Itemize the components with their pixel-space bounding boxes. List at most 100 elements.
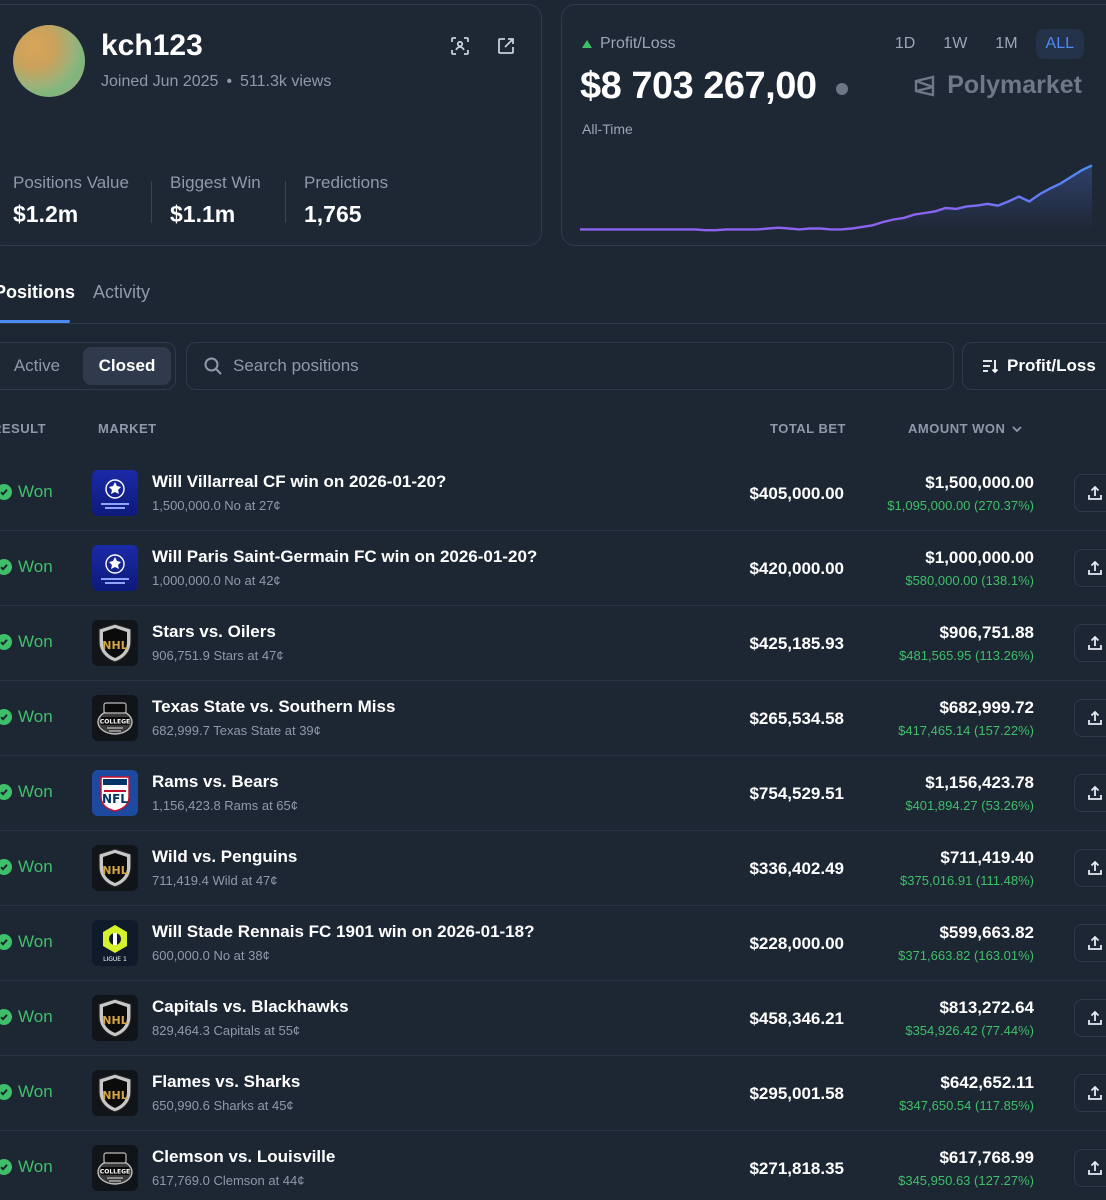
search-box (186, 342, 954, 390)
share-icon (1088, 860, 1102, 875)
svg-text:NHL: NHL (102, 864, 127, 877)
table-row[interactable]: Won NHL Stars vs. Oilers 906,751.9 Stars at… (0, 606, 1106, 681)
search-input[interactable] (233, 356, 933, 376)
amount-won: $617,768.99 (939, 1148, 1034, 1167)
amount-won: $1,156,423.78 (925, 773, 1034, 792)
share-button[interactable] (1074, 849, 1106, 887)
amount-won: $1,500,000.00 (925, 473, 1034, 492)
total-bet: $265,534.58 (749, 709, 844, 728)
svg-text:NHL: NHL (102, 639, 127, 652)
market-title[interactable]: Texas State vs. Southern Miss (152, 697, 396, 716)
table-row[interactable]: Won Will Paris Saint-Germain FC win on 20… (0, 531, 1106, 606)
filter-active-button[interactable]: Active (13, 356, 61, 375)
filter-closed-button[interactable]: Closed (83, 347, 171, 385)
table-row[interactable]: Won LIGUE 1 Will Stade Rennais FC 1901 win… (0, 906, 1106, 981)
share-button[interactable] (1074, 699, 1106, 737)
result-label: Won (18, 1157, 53, 1176)
check-circle-icon (0, 634, 12, 650)
nhl-logo-icon: NHL (92, 845, 138, 891)
market-subtitle: 617,769.0 Clemson at 44¢ (152, 1173, 305, 1188)
polymarket-logo-icon (915, 74, 935, 97)
share-icon (1088, 485, 1102, 500)
market-title[interactable]: Will Villarreal CF win on 2026-01-20? (152, 472, 447, 491)
profit-amount: $580,000.00 (138.1%) (905, 573, 1034, 588)
header-amount-won[interactable]: AMOUNT WON (908, 421, 1023, 436)
header-market[interactable]: MARKET (98, 421, 157, 436)
header-total-bet[interactable]: TOTAL BET (770, 421, 846, 436)
stat-divider (285, 181, 286, 223)
views-count: 511.3k views (240, 73, 332, 90)
share-button[interactable] (1074, 1149, 1106, 1187)
result-label: Won (18, 557, 53, 576)
result-label: Won (18, 932, 53, 951)
share-button[interactable] (1074, 1074, 1106, 1112)
market-title[interactable]: Flames vs. Sharks (152, 1072, 301, 1091)
nhl-logo-icon: NHL (92, 1070, 138, 1116)
result-label: Won (18, 1082, 53, 1101)
stat-divider (151, 181, 152, 223)
market-title[interactable]: Will Stade Rennais FC 1901 win on 2026-0… (152, 922, 535, 941)
up-triangle-icon (582, 40, 592, 48)
avatar[interactable] (13, 25, 85, 97)
tab-positions[interactable]: Positions (0, 282, 76, 302)
stat-biggest-win: Biggest Win $1.1m (170, 173, 261, 228)
range-1w[interactable]: 1W (943, 35, 968, 52)
share-button[interactable] (1074, 474, 1106, 512)
market-title[interactable]: Will Paris Saint-Germain FC win on 2026-… (152, 547, 538, 566)
sort-button[interactable]: Profit/Loss (962, 342, 1106, 390)
share-button[interactable] (1074, 624, 1106, 662)
table-row[interactable]: Won COLLEGE Clemson vs. Louisville 617,769.… (0, 1131, 1106, 1200)
scan-qr-icon[interactable] (449, 35, 471, 57)
total-bet: $425,185.93 (749, 634, 844, 653)
check-circle-icon (0, 859, 12, 875)
market-title[interactable]: Clemson vs. Louisville (152, 1147, 336, 1166)
svg-text:NHL: NHL (102, 1089, 127, 1102)
nhl-logo-icon: NHL (92, 995, 138, 1041)
total-bet: $405,000.00 (749, 484, 844, 503)
stat-value: $1.2m (13, 201, 79, 227)
market-title[interactable]: Wild vs. Penguins (152, 847, 298, 866)
result-label: Won (18, 632, 53, 651)
share-button[interactable] (1074, 774, 1106, 812)
table-row[interactable]: Won NHL Wild vs. Penguins 711,419.4 Wild at… (0, 831, 1106, 906)
total-bet: $295,001.58 (749, 1084, 844, 1103)
share-button[interactable] (1074, 999, 1106, 1037)
range-1d[interactable]: 1D (894, 35, 916, 52)
range-all[interactable]: ALL (1035, 29, 1084, 59)
external-link-icon[interactable] (495, 35, 517, 57)
profit-amount: $417,465.14 (157.22%) (898, 723, 1034, 738)
range-1m[interactable]: 1M (995, 35, 1018, 52)
table-row[interactable]: Won NHL Capitals vs. Blackhawks 829,464.3 C… (0, 981, 1106, 1056)
share-button[interactable] (1074, 924, 1106, 962)
result-label: Won (18, 707, 53, 726)
share-icon (1088, 935, 1102, 950)
stat-label: Positions Value (13, 173, 129, 192)
check-circle-icon (0, 934, 12, 950)
result-badge: Won (0, 557, 53, 577)
info-icon[interactable] (836, 83, 848, 95)
share-icon (1088, 710, 1102, 725)
market-subtitle: 906,751.9 Stars at 47¢ (152, 648, 284, 663)
table-row[interactable]: Won NFL Rams vs. Bears 1,156,423.8 Rams at … (0, 756, 1106, 831)
header-result[interactable]: RESULT (0, 421, 47, 436)
market-title[interactable]: Capitals vs. Blackhawks (152, 997, 349, 1016)
profit-amount: $1,095,000.00 (270.37%) (887, 498, 1034, 513)
share-icon (1088, 560, 1102, 575)
tab-bar: Positions Activity (0, 262, 1106, 324)
tab-activity[interactable]: Activity (93, 282, 151, 302)
market-title[interactable]: Stars vs. Oilers (152, 622, 276, 641)
table-row[interactable]: Won NHL Flames vs. Sharks 650,990.6 Sharks … (0, 1056, 1106, 1131)
market-title[interactable]: Rams vs. Bears (152, 772, 279, 791)
share-button[interactable] (1074, 549, 1106, 587)
result-badge: Won (0, 707, 53, 727)
result-label: Won (18, 1007, 53, 1026)
stat-positions-value: Positions Value $1.2m (13, 173, 129, 228)
market-subtitle: 682,999.7 Texas State at 39¢ (152, 723, 321, 738)
chevron-down-icon (1012, 425, 1023, 432)
total-bet: $754,529.51 (749, 784, 844, 803)
table-row[interactable]: Won Will Villarreal CF win on 2026-01-20?… (0, 456, 1106, 531)
table-row[interactable]: Won COLLEGE Texas State vs. Southern Miss 6… (0, 681, 1106, 756)
profit-loss-value: $8 703 267,00 (580, 65, 817, 107)
check-circle-icon (0, 484, 12, 500)
header-amount-won-label: AMOUNT WON (908, 421, 1006, 436)
